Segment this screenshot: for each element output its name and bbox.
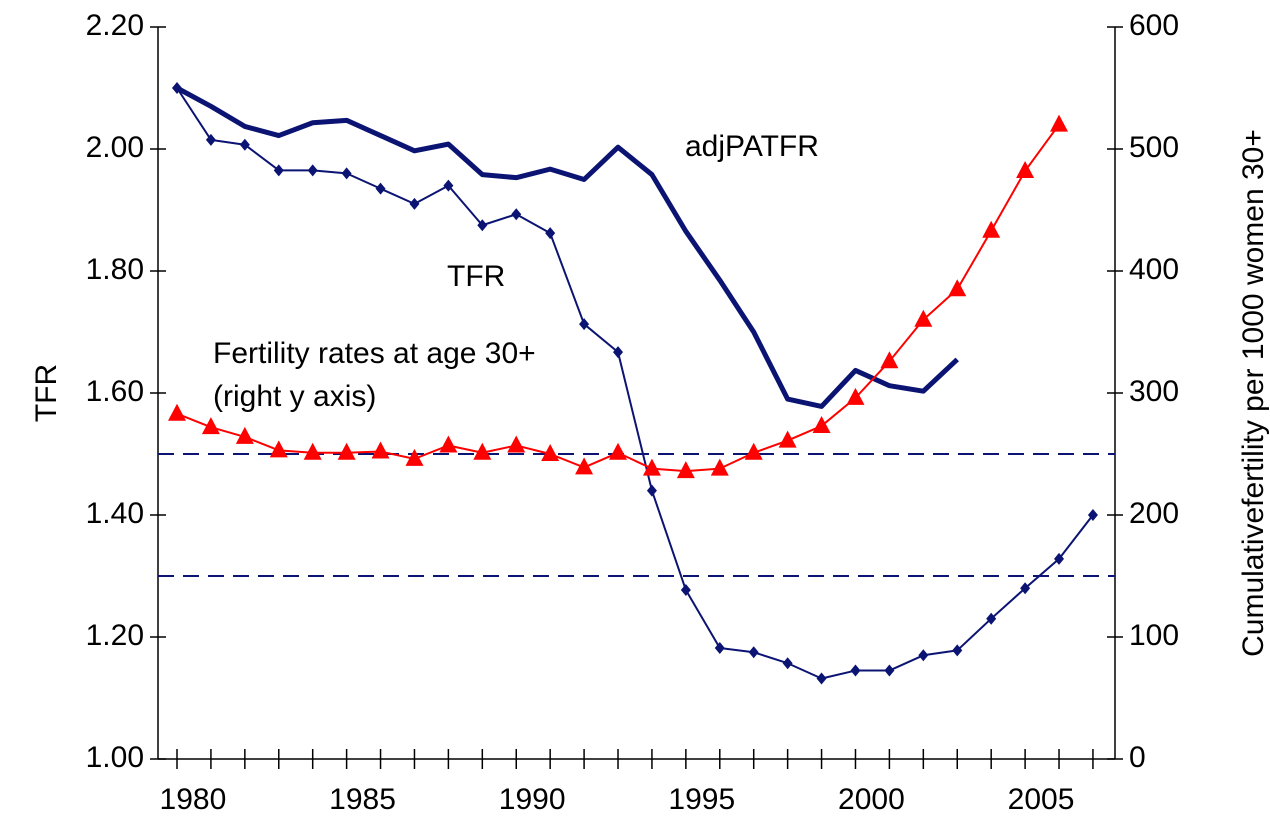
diamond-marker — [205, 133, 216, 146]
x-tick-label: 1990 — [499, 783, 566, 816]
diamond-marker — [341, 167, 352, 180]
series-annotation: TFR — [447, 260, 505, 293]
diamond-marker — [714, 641, 725, 654]
diamond-marker — [952, 644, 963, 657]
y-tick-label: 2.00 — [86, 131, 144, 164]
triangle-marker — [201, 417, 220, 435]
triangle-marker — [642, 458, 661, 476]
x-tick-label: 2000 — [838, 783, 905, 816]
triangle-marker — [710, 458, 729, 476]
triangle-marker — [1016, 160, 1035, 178]
y2-tick-label: 0 — [1129, 741, 1146, 774]
x-tick-label: 1985 — [329, 783, 396, 816]
diamond-marker — [443, 179, 454, 192]
triangle-marker — [337, 442, 356, 460]
x-tick-label: 2005 — [1008, 783, 1075, 816]
y2-tick-label: 600 — [1129, 9, 1179, 42]
y2-tick-label: 400 — [1129, 253, 1179, 286]
diamond-marker — [1054, 552, 1065, 565]
y2-axis-label: Cumulativefertility per 1000 women 30+ — [1237, 129, 1270, 657]
diamond-marker — [884, 664, 895, 677]
triangle-marker — [167, 403, 186, 421]
x-tick-label: 1980 — [160, 783, 227, 816]
diamond-marker — [511, 208, 522, 221]
diamond-marker — [850, 664, 861, 677]
y-tick-label: 1.60 — [86, 375, 144, 408]
diamond-marker — [579, 318, 590, 331]
series-line — [175, 85, 959, 409]
diamond-marker — [409, 197, 420, 210]
diamond-marker — [986, 612, 997, 625]
diamond-marker — [1020, 582, 1031, 595]
diamond-marker — [273, 164, 284, 177]
triangle-marker — [541, 444, 560, 461]
triangle-marker — [609, 442, 628, 460]
y2-tick-label: 100 — [1129, 619, 1179, 652]
diamond-marker — [477, 219, 488, 232]
y-axis-label: TFR — [30, 364, 63, 422]
diamond-marker — [239, 138, 250, 151]
y2-tick-label: 200 — [1129, 497, 1179, 530]
triangle-marker — [575, 457, 594, 475]
diamond-marker — [782, 657, 793, 670]
triangle-marker — [473, 442, 492, 460]
triangle-marker — [676, 461, 695, 479]
triangle-marker — [269, 440, 288, 458]
diamond-marker — [646, 484, 657, 497]
triangle-marker — [507, 435, 526, 453]
diamond-marker — [613, 346, 624, 359]
series-annotation: (right y axis) — [213, 380, 376, 413]
triangle-marker — [880, 351, 899, 369]
triangle-marker — [778, 430, 797, 448]
triangle-marker — [1050, 114, 1069, 132]
triangle-marker — [235, 426, 254, 444]
diamond-marker — [375, 182, 386, 195]
triangle-marker — [405, 448, 424, 466]
series-line — [176, 87, 1094, 680]
y-tick-label: 1.20 — [86, 619, 144, 652]
diamond-marker — [748, 646, 759, 659]
diamond-marker — [918, 649, 929, 662]
triangle-marker — [914, 309, 933, 327]
series-annotation: Fertility rates at age 30+ — [213, 337, 536, 370]
series-annotation: adjPATFR — [685, 130, 819, 163]
triangle-marker — [439, 435, 458, 453]
diamond-marker — [1087, 509, 1098, 521]
y-tick-label: 2.20 — [86, 9, 144, 42]
triangle-marker — [982, 220, 1001, 238]
series-line — [176, 124, 1060, 473]
triangle-marker — [371, 441, 390, 459]
triangle-marker — [744, 442, 763, 460]
triangle-marker — [303, 442, 322, 460]
y-tick-label: 1.80 — [86, 253, 144, 286]
y-tick-label: 1.00 — [86, 741, 144, 774]
triangle-marker — [948, 279, 967, 297]
diamond-marker — [680, 584, 691, 597]
diamond-marker — [307, 164, 318, 177]
diamond-marker — [171, 82, 182, 94]
y2-tick-label: 300 — [1129, 375, 1179, 408]
x-tick-label: 1995 — [668, 783, 735, 816]
triangle-marker — [812, 415, 831, 433]
diamond-marker — [545, 227, 556, 240]
y-tick-label: 1.40 — [86, 497, 144, 530]
diamond-marker — [816, 672, 827, 685]
triangle-marker — [846, 387, 865, 405]
y2-tick-label: 500 — [1129, 131, 1179, 164]
